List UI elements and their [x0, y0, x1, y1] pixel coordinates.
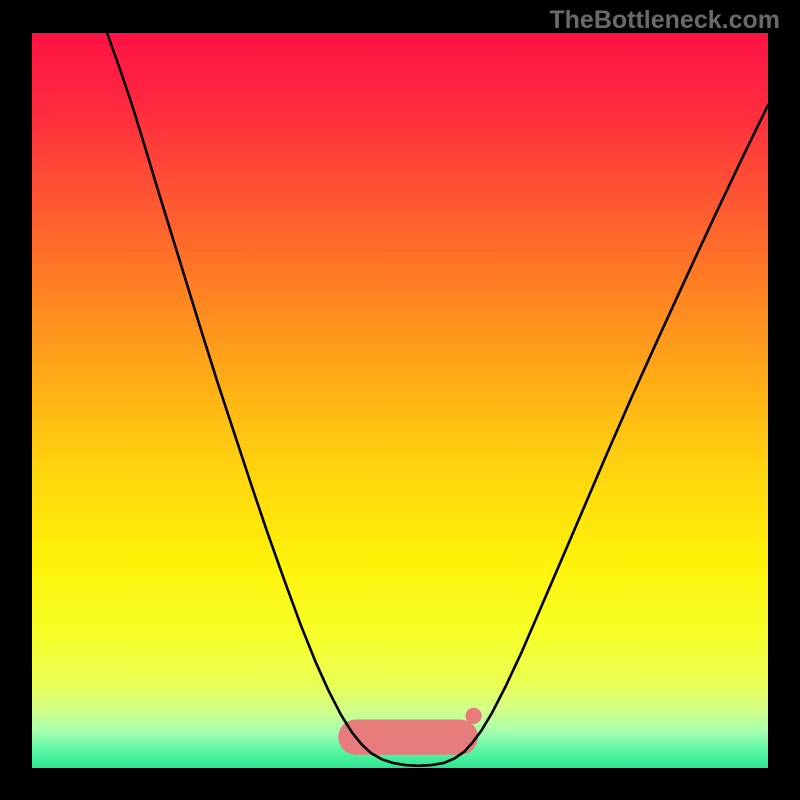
chart-container: TheBottleneck.com: [0, 0, 800, 800]
watermark-label: TheBottleneck.com: [549, 6, 780, 35]
plot-area: [32, 33, 768, 768]
gradient-background: [32, 33, 768, 768]
